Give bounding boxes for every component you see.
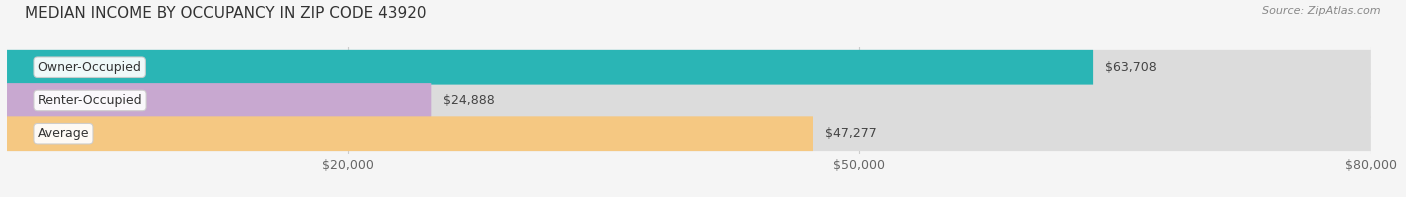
FancyBboxPatch shape — [7, 116, 1371, 151]
Text: $63,708: $63,708 — [1105, 61, 1157, 74]
FancyBboxPatch shape — [7, 116, 813, 151]
FancyBboxPatch shape — [7, 83, 1371, 118]
Text: $24,888: $24,888 — [443, 94, 495, 107]
FancyBboxPatch shape — [7, 50, 1092, 85]
Text: $47,277: $47,277 — [825, 127, 877, 140]
Text: Average: Average — [38, 127, 89, 140]
Text: Renter-Occupied: Renter-Occupied — [38, 94, 142, 107]
Text: Source: ZipAtlas.com: Source: ZipAtlas.com — [1263, 6, 1381, 16]
FancyBboxPatch shape — [7, 83, 432, 118]
Text: MEDIAN INCOME BY OCCUPANCY IN ZIP CODE 43920: MEDIAN INCOME BY OCCUPANCY IN ZIP CODE 4… — [25, 6, 427, 21]
FancyBboxPatch shape — [7, 50, 1371, 85]
Text: Owner-Occupied: Owner-Occupied — [38, 61, 142, 74]
